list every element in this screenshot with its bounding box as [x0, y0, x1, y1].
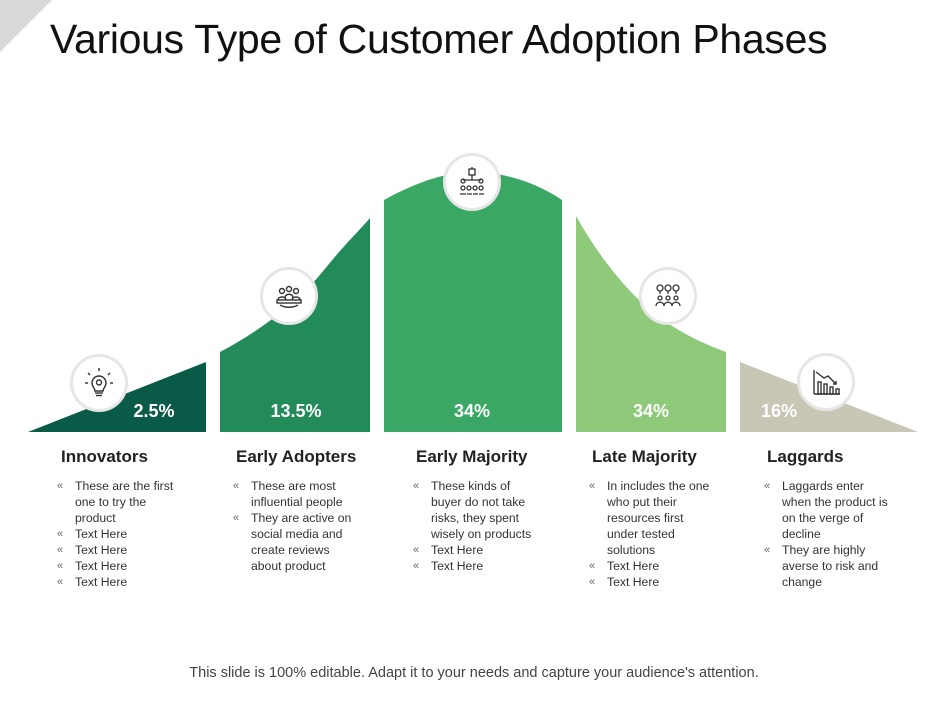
list-item: Text Here — [56, 526, 176, 542]
page-title: Various Type of Customer Adoption Phases — [50, 16, 828, 62]
bullets-innovators: These are the first one to try the produ… — [56, 478, 176, 590]
corner-decoration — [0, 0, 52, 52]
list-item: Text Here — [56, 574, 176, 590]
list-item: These are most influential people — [232, 478, 362, 510]
bullets-laggards: Laggards enter when the product is on th… — [763, 478, 893, 590]
bullets-late-majority: In includes the one who put their resour… — [588, 478, 713, 590]
list-item: In includes the one who put their resour… — [588, 478, 713, 558]
list-item: Laggards enter when the product is on th… — [763, 478, 893, 542]
list-item: Text Here — [412, 558, 537, 574]
declining-chart-icon — [797, 353, 855, 411]
list-item: These kinds of buyer do not take risks, … — [412, 478, 537, 542]
phase-title-early-majority: Early Majority — [416, 447, 528, 466]
list-item: These are the first one to try the produ… — [56, 478, 176, 526]
team-hierarchy-icon — [443, 153, 501, 211]
list-item: Text Here — [588, 558, 713, 574]
meeting-people-icon — [260, 267, 318, 325]
bullets-early-majority: These kinds of buyer do not take risks, … — [412, 478, 537, 574]
footer-note: This slide is 100% editable. Adapt it to… — [189, 665, 759, 681]
percent-laggards: 16% — [761, 401, 797, 421]
percent-early-adopters: 13.5% — [270, 401, 321, 421]
percent-early-majority: 34% — [454, 401, 490, 421]
list-item: Text Here — [412, 542, 537, 558]
list-item: They are active on social media and crea… — [232, 510, 362, 574]
phase-title-late-majority: Late Majority — [592, 447, 697, 466]
list-item: Text Here — [588, 574, 713, 590]
segment-late-majority — [576, 216, 726, 432]
segment-early-majority — [384, 172, 562, 432]
phase-title-early-adopters: Early Adopters — [236, 447, 357, 466]
list-item: Text Here — [56, 558, 176, 574]
bullets-early-adopters: These are most influential people They a… — [232, 478, 362, 574]
segment-early-adopters — [220, 218, 370, 432]
people-location-icon — [639, 267, 697, 325]
phase-title-innovators: Innovators — [61, 447, 148, 466]
percent-late-majority: 34% — [633, 401, 669, 421]
phase-title-laggards: Laggards — [767, 447, 844, 466]
list-item: They are highly averse to risk and chang… — [763, 542, 893, 590]
percent-innovators: 2.5% — [133, 401, 174, 421]
lightbulb-gear-icon — [70, 354, 128, 412]
list-item: Text Here — [56, 542, 176, 558]
